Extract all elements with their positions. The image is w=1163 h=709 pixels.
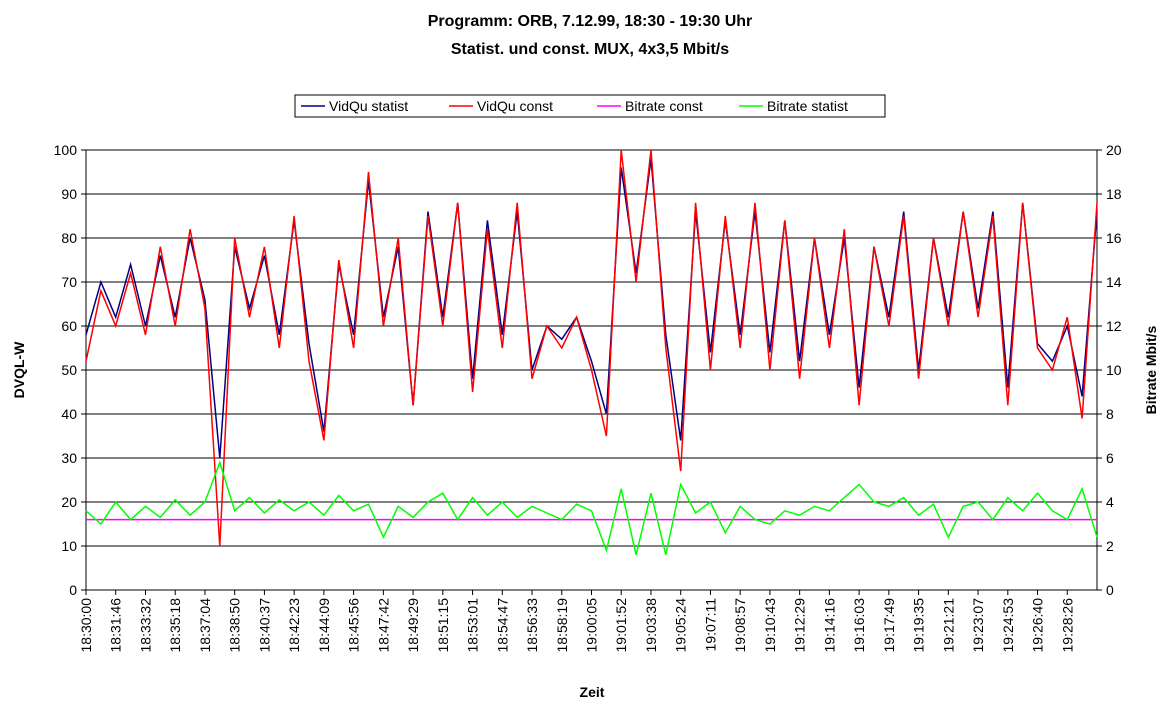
y2-tick-label: 10 xyxy=(1106,362,1122,378)
y2-tick-label: 18 xyxy=(1106,186,1122,202)
y-tick-label: 70 xyxy=(61,274,77,290)
x-tick-label: 19:19:35 xyxy=(911,598,927,653)
legend-box xyxy=(294,94,886,118)
x-tick-label: 19:16:03 xyxy=(851,598,867,653)
chart-subtitle: Statist. und const. MUX, 4x3,5 Mbit/s xyxy=(451,41,729,58)
y-tick-label: 0 xyxy=(69,582,77,598)
x-tick-label: 19:28:26 xyxy=(1059,598,1075,653)
y2-tick-label: 14 xyxy=(1106,274,1122,290)
chart-title: Programm: ORB, 7.12.99, 18:30 - 19:30 Uh… xyxy=(428,13,753,30)
y-tick-label: 80 xyxy=(61,230,77,246)
y2-tick-label: 0 xyxy=(1106,582,1114,598)
x-tick-label: 18:51:15 xyxy=(435,598,451,653)
y-tick-label: 20 xyxy=(61,494,77,510)
x-tick-label: 19:00:05 xyxy=(584,598,600,653)
y2-tick-label: 12 xyxy=(1106,318,1122,334)
legend-label: VidQu statist xyxy=(329,98,408,114)
x-tick-label: 18:35:18 xyxy=(167,598,183,653)
y-axis-title: DVQL-W xyxy=(11,341,27,399)
x-tick-label: 18:37:04 xyxy=(197,598,213,653)
x-tick-label: 19:01:52 xyxy=(613,598,629,653)
x-tick-label: 19:14:16 xyxy=(821,598,837,653)
x-tick-label: 19:12:29 xyxy=(792,598,808,653)
x-axis-title: Zeit xyxy=(580,684,605,700)
x-tick-label: 18:58:19 xyxy=(554,598,570,653)
x-tick-label: 18:56:33 xyxy=(524,598,540,653)
x-tick-label: 18:44:09 xyxy=(316,598,332,653)
legend-label: Bitrate const xyxy=(625,98,703,114)
y-tick-label: 40 xyxy=(61,406,77,422)
series-line xyxy=(85,460,1098,555)
y2-tick-label: 4 xyxy=(1106,494,1114,510)
legend-label: Bitrate statist xyxy=(767,98,848,114)
legend-label: VidQu const xyxy=(477,98,553,114)
x-tick-label: 18:33:32 xyxy=(137,598,153,653)
y2-axis-title: Bitrate Mbit/s xyxy=(1143,325,1159,414)
y2-tick-label: 16 xyxy=(1106,230,1122,246)
x-tick-label: 19:26:40 xyxy=(1030,598,1046,653)
y2-tick-label: 20 xyxy=(1106,142,1122,158)
x-tick-label: 19:24:53 xyxy=(1000,598,1016,653)
x-tick-label: 18:40:37 xyxy=(256,598,272,653)
y-tick-label: 90 xyxy=(61,186,77,202)
x-tick-label: 19:10:43 xyxy=(762,598,778,653)
x-tick-label: 19:03:38 xyxy=(643,598,659,653)
y-tick-label: 60 xyxy=(61,318,77,334)
y-tick-label: 10 xyxy=(61,538,77,554)
y2-tick-label: 6 xyxy=(1106,450,1114,466)
y-tick-label: 30 xyxy=(61,450,77,466)
y-tick-label: 100 xyxy=(54,142,78,158)
x-tick-label: 19:17:49 xyxy=(881,598,897,653)
x-tick-label: 18:38:50 xyxy=(227,598,243,653)
x-tick-label: 19:23:07 xyxy=(970,598,986,653)
x-tick-label: 18:53:01 xyxy=(465,598,481,653)
y-tick-label: 50 xyxy=(61,362,77,378)
x-tick-label: 19:07:11 xyxy=(702,598,718,652)
x-tick-label: 19:08:57 xyxy=(732,598,748,653)
y2-tick-label: 2 xyxy=(1106,538,1114,554)
x-tick-label: 18:31:46 xyxy=(108,598,124,653)
x-tick-label: 18:45:56 xyxy=(346,598,362,653)
y2-tick-label: 8 xyxy=(1106,406,1114,422)
x-tick-label: 18:42:23 xyxy=(286,598,302,653)
x-tick-label: 19:05:24 xyxy=(673,598,689,653)
x-tick-label: 18:54:47 xyxy=(494,598,510,653)
x-tick-label: 18:49:29 xyxy=(405,598,421,653)
x-tick-label: 19:21:21 xyxy=(940,598,956,653)
x-tick-label: 18:47:42 xyxy=(375,598,391,653)
x-tick-label: 18:30:00 xyxy=(78,598,94,653)
series-line xyxy=(85,149,1098,547)
